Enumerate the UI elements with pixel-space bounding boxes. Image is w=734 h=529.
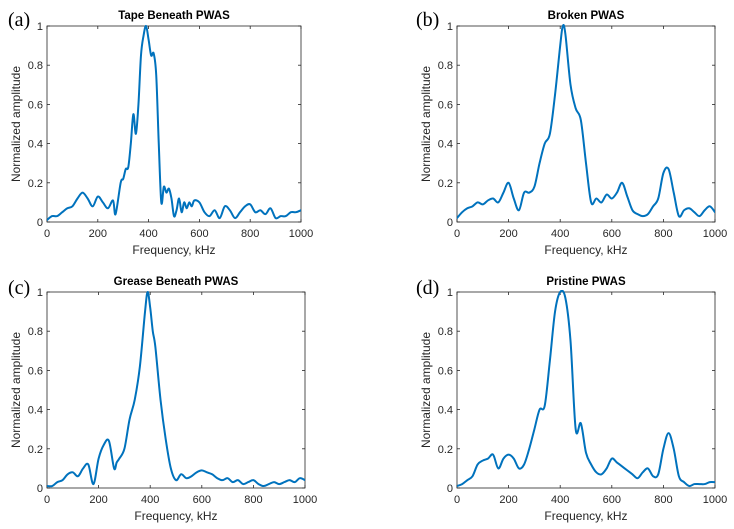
y-axis-label: Normalized amplitude	[9, 332, 23, 448]
x-tick-label: 600	[603, 228, 621, 240]
axes-box	[456, 291, 716, 489]
chart-title: Broken PWAS	[548, 10, 625, 22]
y-tick-label: 0	[447, 217, 453, 229]
series-line	[47, 290, 305, 488]
axes-box	[46, 291, 306, 489]
y-tick-label: 0.2	[28, 178, 43, 190]
x-tick-label: 400	[551, 228, 569, 240]
y-tick-label: 0.6	[438, 365, 453, 377]
x-tick-label: 1000	[293, 494, 317, 506]
y-tick-label: 1	[37, 21, 43, 33]
x-tick-label: 0	[44, 228, 50, 240]
y-axis-label: Normalized amplitude	[9, 66, 23, 182]
x-tick-label: 600	[603, 494, 621, 506]
x-tick-label: 1000	[703, 494, 727, 506]
x-tick-label: 400	[139, 228, 157, 240]
y-tick-label: 0.6	[438, 99, 453, 111]
series-line	[457, 24, 715, 220]
x-tick-label: 0	[454, 228, 460, 240]
axes-box	[46, 25, 302, 223]
y-tick-label: 1	[447, 21, 453, 33]
x-tick-label: 800	[654, 494, 672, 506]
y-tick-label: 0	[37, 217, 43, 229]
chart-title: Tape Beneath PWAS	[118, 10, 230, 22]
x-tick-label: 800	[654, 228, 672, 240]
x-tick-label: 0	[454, 494, 460, 506]
y-tick-label: 0.6	[28, 365, 43, 377]
y-tick-label: 0.2	[438, 444, 453, 456]
y-tick-label: 0.4	[438, 139, 453, 151]
chart-title: Pristine PWAS	[546, 276, 626, 288]
y-tick-label: 1	[37, 287, 43, 299]
panel-a: 0 200 400 600 800 1000 0 0.2 0.4 0.6 0.8 1 Tape Bene…	[8, 9, 313, 257]
y-tick-label: 0.8	[28, 326, 43, 338]
y-tick-label: 0	[447, 483, 453, 495]
panel-label: (d)	[416, 277, 439, 299]
y-tick-label: 0.4	[438, 405, 453, 417]
x-tick-label: 800	[244, 494, 262, 506]
x-tick-label: 600	[193, 494, 211, 506]
x-tick-label: 400	[551, 494, 569, 506]
x-axis-label: Frequency, kHz	[544, 243, 627, 257]
x-tick-label: 200	[89, 228, 107, 240]
panel-c: 0 200 400 600 800 1000 0 0.2 0.4 0.6 0.8 1 Grease Be…	[8, 276, 317, 523]
x-tick-label: 1000	[289, 228, 313, 240]
series-line	[457, 290, 715, 488]
x-axis-label: Frequency, kHz	[544, 509, 627, 523]
x-tick-label: 1000	[703, 228, 727, 240]
y-tick-label: 0.8	[28, 60, 43, 72]
y-tick-label: 0	[37, 483, 43, 495]
y-tick-label: 0.4	[28, 405, 43, 417]
axes-box	[456, 25, 716, 223]
y-tick-label: 0.4	[28, 139, 43, 151]
x-tick-label: 800	[241, 228, 259, 240]
y-tick-label: 0.2	[28, 444, 43, 456]
panel-label: (c)	[8, 277, 30, 299]
y-axis-label: Normalized amplitude	[419, 332, 433, 448]
panel-b: 0 200 400 600 800 1000 0 0.2 0.4 0.6 0.8 1 Broken PW…	[416, 9, 727, 257]
x-tick-label: 200	[499, 228, 517, 240]
x-tick-label: 200	[89, 494, 107, 506]
y-tick-label: 1	[447, 287, 453, 299]
y-tick-label: 0.6	[28, 99, 43, 111]
x-tick-label: 600	[190, 228, 208, 240]
x-axis-label: Frequency, kHz	[132, 243, 215, 257]
y-tick-label: 0.2	[438, 178, 453, 190]
x-tick-label: 0	[44, 494, 50, 506]
y-tick-label: 0.8	[438, 60, 453, 72]
x-axis-label: Frequency, kHz	[134, 509, 217, 523]
panel-label: (b)	[416, 9, 439, 31]
chart-title: Grease Beneath PWAS	[114, 276, 239, 288]
panel-label: (a)	[8, 9, 30, 31]
y-tick-label: 0.8	[438, 326, 453, 338]
series-line	[47, 24, 301, 222]
x-tick-label: 200	[499, 494, 517, 506]
panel-d: 0 200 400 600 800 1000 0 0.2 0.4 0.6 0.8 1 Pristine …	[416, 276, 727, 523]
y-axis-label: Normalized amplitude	[419, 66, 433, 182]
x-tick-label: 400	[141, 494, 159, 506]
